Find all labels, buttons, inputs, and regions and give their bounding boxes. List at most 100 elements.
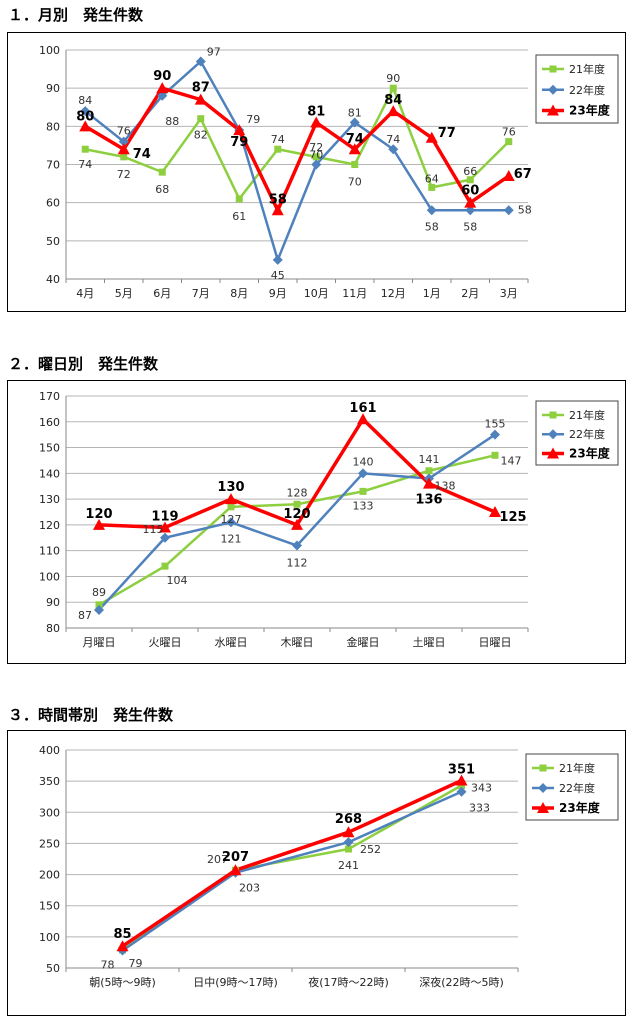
data-label-23: 161 [349,401,376,416]
x-tick-label: 土曜日 [413,636,446,649]
data-point-22 [343,837,354,848]
legend-label-22: 22年度 [569,427,605,441]
data-label-23: 74 [133,147,151,162]
data-label-23: 79 [230,135,248,150]
data-label-22: 58 [463,220,477,233]
x-tick-label: 10月 [304,287,329,300]
data-point-21 [161,562,169,570]
chart2-frame: 80 90 100 110 120 130 140 150 160 170 月曜日 火曜日 水曜日 木曜日… [7,380,626,664]
data-label-23: 77 [438,126,456,141]
x-tick-label: 11月 [342,287,367,300]
y-tick-label: 50 [46,962,60,975]
x-tick-label: 6月 [153,287,171,300]
data-point-22 [349,117,360,128]
data-point-22 [503,205,514,216]
data-label-21: 74 [78,158,92,171]
data-point-23 [425,131,438,143]
y-tick-label: 400 [39,744,60,757]
data-label-23: 85 [113,927,131,942]
data-label-22: 333 [469,802,490,815]
data-point-22 [358,468,368,479]
x-tick-label: 日中(9時～17時) [193,976,278,989]
data-point-21 [359,487,367,495]
series-line-23 [84,86,510,213]
x-tick-label: 朝(5時～9時) [89,976,156,989]
y-tick-label: 150 [39,442,60,455]
x-tick-label: 3月 [500,287,518,300]
legend-marker-22 [548,429,558,440]
data-point-21 [81,145,89,153]
data-point-23 [116,940,129,952]
legend-label-23: 23年度 [569,445,611,460]
y-tick-label: 150 [39,900,60,913]
legend-marker-23 [547,447,559,459]
data-point-22 [80,106,91,117]
data-label-21: 207 [207,853,228,866]
data-point-21 [158,168,166,176]
data-label-23: 81 [307,105,325,120]
data-label-21: 61 [232,210,246,223]
y-tick-label: 160 [39,416,60,429]
data-label-21: 133 [353,499,374,512]
legend-label-21: 21年度 [559,761,595,775]
data-label-22: 138 [435,479,456,492]
data-point-22 [465,205,476,216]
y-tick-label: 350 [39,775,60,788]
data-point-23 [271,204,284,216]
data-label-22: 115 [143,523,164,536]
data-point-23 [291,518,303,530]
data-label-23: 87 [192,81,210,96]
data-label-23: 90 [153,69,171,84]
chart1-svg: 40 50 60 70 80 90 100 4月 5月 6月 7月 8月 9月 10月 11月 12月 1月 2月… [39,44,619,300]
chart3-section-title: ３．時間帯別 発生件数 [8,706,174,724]
data-point-21 [345,845,352,853]
data-point-22 [490,429,500,440]
x-tick-label: 深夜(22時～5時) [419,975,504,989]
data-point-23 [194,93,207,105]
data-label-22: 87 [78,609,92,622]
legend-marker-22 [548,84,558,95]
data-label-22: 252 [360,843,381,856]
y-tick-label: 80 [46,120,60,133]
legend-label-22: 22年度 [569,83,605,97]
data-point-21 [227,503,235,511]
data-label-22: 58 [425,220,439,233]
data-point-23 [310,116,323,128]
data-point-23 [117,143,130,155]
chart2-svg: 80 90 100 110 120 130 140 150 160 170 月曜日 火曜日 水曜日 木曜日… [39,390,619,649]
y-tick-label: 250 [39,837,60,850]
data-point-22 [272,254,283,265]
legend-label-21: 21年度 [569,62,605,76]
x-tick-label: 4月 [76,287,94,300]
legend-label-23: 23年度 [569,103,611,118]
data-point-23 [225,493,237,505]
chart3-frame: 50 100 150 200 250 300 350 400 朝(5時～9時) 日中(9時～17時… [7,730,626,1016]
data-label-22: 45 [271,269,285,282]
data-label-21: 68 [155,183,169,196]
data-label-23: 120 [283,507,310,522]
data-point-23 [229,864,242,876]
legend-marker-23 [537,802,549,813]
data-point-21 [274,145,282,153]
legend-label-23: 23年度 [559,800,601,815]
data-label-23: 207 [222,850,249,865]
data-point-22 [94,604,104,615]
data-point-23 [342,826,355,838]
data-label-22: 84 [78,94,92,107]
data-label-23: 119 [151,509,178,524]
chart2-section-title: ２．曜日別 発生件数 [8,355,159,373]
legend-marker-21 [539,764,547,772]
x-tick-label: 月曜日 [83,636,116,649]
data-label-22: 112 [287,557,308,570]
y-tick-label: 110 [39,545,60,558]
y-tick-label: 100 [39,931,60,944]
data-point-22 [118,136,129,147]
data-point-23 [489,506,501,517]
data-label-22: 76 [117,125,131,138]
x-tick-label: 水曜日 [215,636,248,649]
data-point-22 [426,205,437,216]
data-label-23: 125 [499,510,526,525]
data-point-22 [157,90,168,101]
data-point-22 [292,540,302,551]
data-label-23: 268 [335,812,362,827]
